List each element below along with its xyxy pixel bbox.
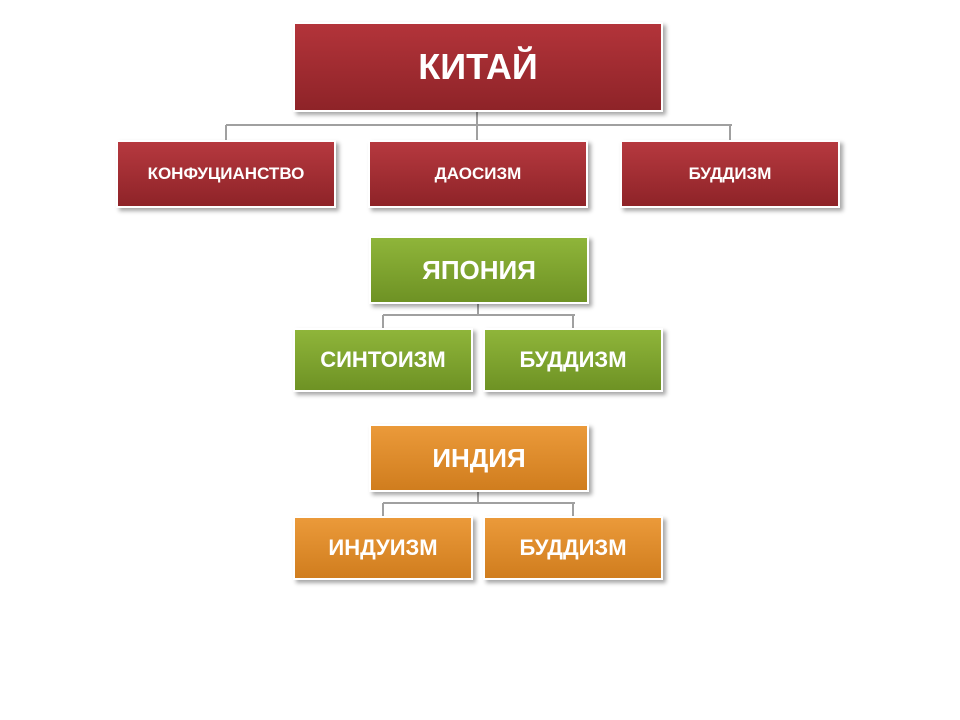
node-china-child-2: БУДДИЗМ bbox=[620, 140, 840, 208]
node-china-child-1-label: ДАОСИЗМ bbox=[435, 164, 522, 184]
connector-vertical bbox=[572, 503, 574, 516]
node-japan-root: ЯПОНИЯ bbox=[369, 236, 589, 304]
node-india-root: ИНДИЯ bbox=[369, 424, 589, 492]
node-india-root-label: ИНДИЯ bbox=[432, 443, 525, 474]
node-india-child-0-label: ИНДУИЗМ bbox=[328, 535, 437, 561]
connector-vertical bbox=[225, 125, 227, 140]
node-india-child-1: БУДДИЗМ bbox=[483, 516, 663, 580]
node-japan-child-1: БУДДИЗМ bbox=[483, 328, 663, 392]
connector-vertical bbox=[729, 125, 731, 140]
node-china-child-0-label: КОНФУЦИАНСТВО bbox=[148, 164, 305, 184]
node-china-root: КИТАЙ bbox=[293, 22, 663, 112]
connector-vertical bbox=[572, 315, 574, 328]
node-japan-child-0: СИНТОИЗМ bbox=[293, 328, 473, 392]
connector-vertical bbox=[382, 503, 384, 516]
node-china-child-1: ДАОСИЗМ bbox=[368, 140, 588, 208]
node-china-child-2-label: БУДДИЗМ bbox=[689, 164, 772, 184]
node-china-root-label: КИТАЙ bbox=[418, 46, 537, 88]
connector-horizontal bbox=[226, 124, 732, 126]
connector-horizontal bbox=[383, 502, 575, 504]
connector-vertical bbox=[476, 125, 478, 140]
node-japan-child-1-label: БУДДИЗМ bbox=[519, 347, 626, 373]
node-india-child-0: ИНДУИЗМ bbox=[293, 516, 473, 580]
node-india-child-1-label: БУДДИЗМ bbox=[519, 535, 626, 561]
connector-horizontal bbox=[383, 314, 575, 316]
node-china-child-0: КОНФУЦИАНСТВО bbox=[116, 140, 336, 208]
node-japan-child-0-label: СИНТОИЗМ bbox=[320, 347, 446, 373]
connector-vertical bbox=[382, 315, 384, 328]
node-japan-root-label: ЯПОНИЯ bbox=[422, 255, 536, 286]
